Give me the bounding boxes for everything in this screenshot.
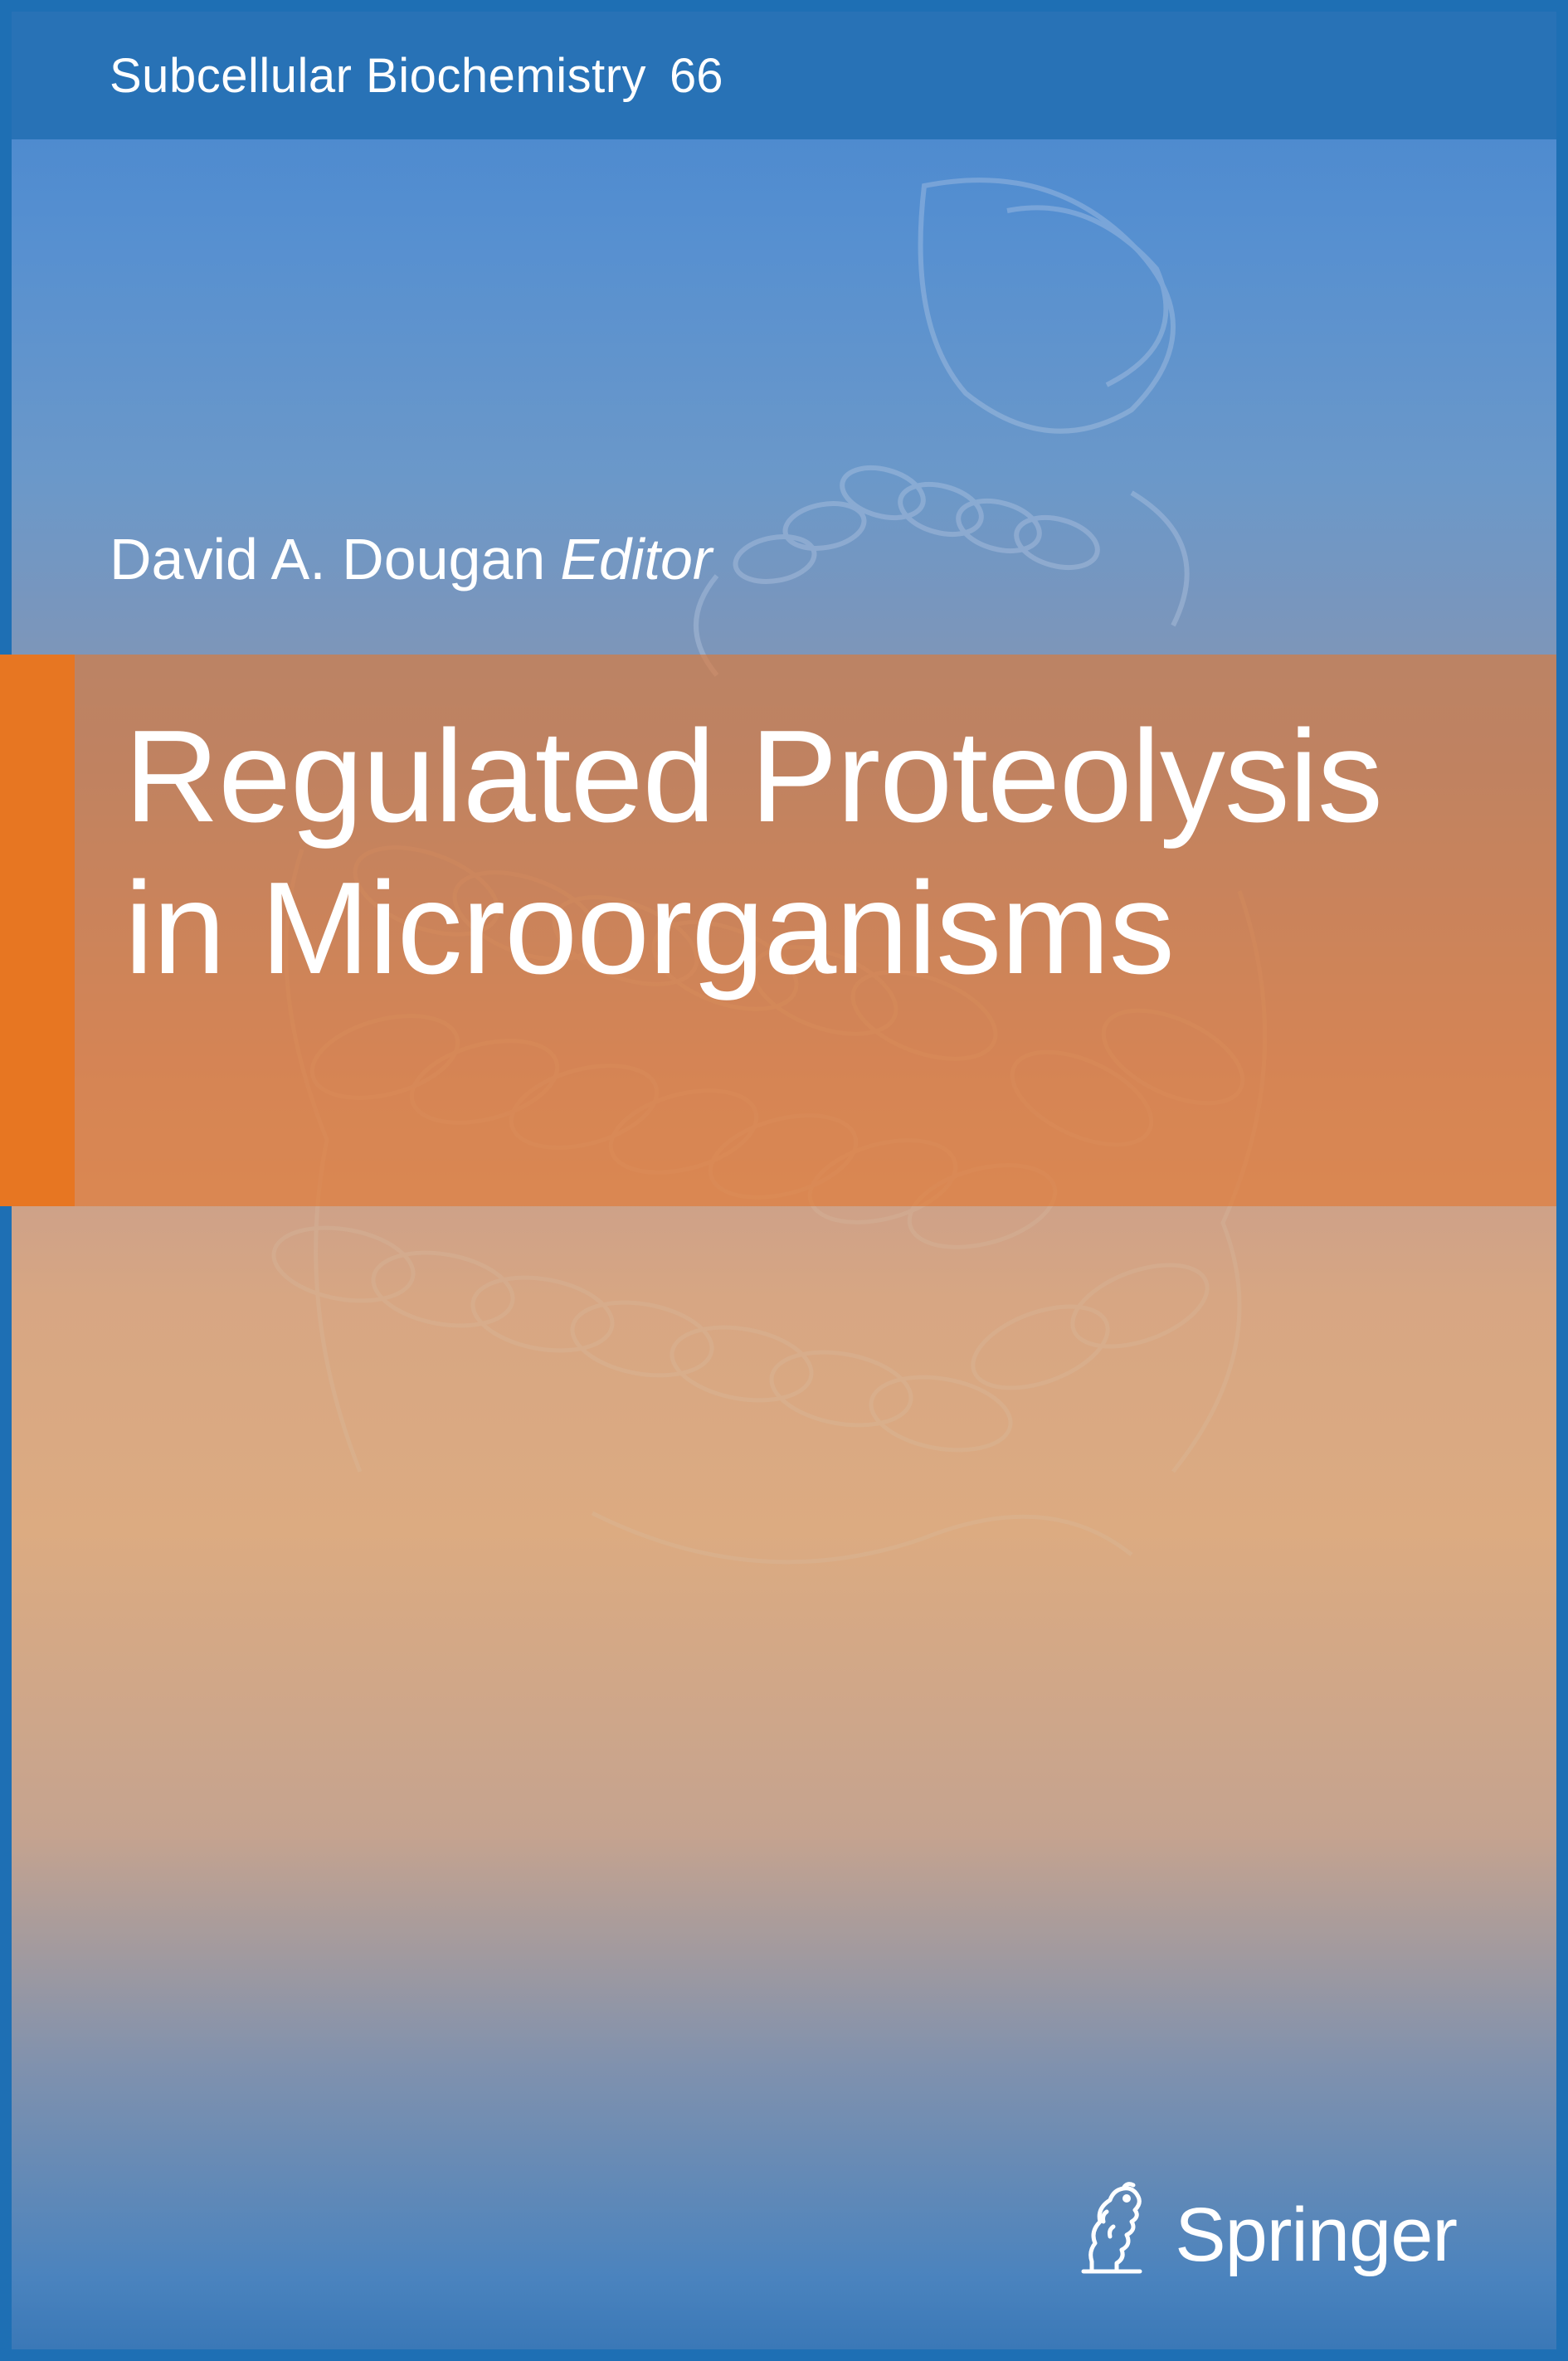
publisher-block: Springer	[1067, 2178, 1457, 2278]
editor-role: Editor	[560, 527, 712, 591]
editor-line: David A. DouganEditor	[110, 526, 712, 592]
book-title: Regulated Proteolysis in Microorganisms	[124, 701, 1507, 1005]
springer-horse-icon	[1067, 2178, 1157, 2278]
series-number: 66	[670, 48, 723, 104]
series-bar: Subcellular Biochemistry 66	[12, 12, 1556, 139]
book-cover: Subcellular Biochemistry 66 David A. Dou…	[0, 0, 1568, 2361]
editor-name: David A. Dougan	[110, 527, 545, 591]
series-name: Subcellular Biochemistry	[110, 48, 646, 104]
publisher-name: Springer	[1175, 2197, 1457, 2278]
title-block: Regulated Proteolysis in Microorganisms	[75, 655, 1556, 1206]
title-accent-tab	[0, 655, 75, 1206]
